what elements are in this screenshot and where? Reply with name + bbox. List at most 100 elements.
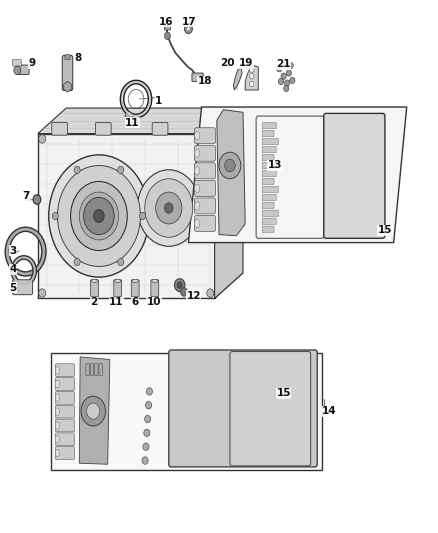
- Circle shape: [164, 32, 170, 39]
- Polygon shape: [38, 134, 215, 298]
- FancyBboxPatch shape: [151, 280, 159, 297]
- Polygon shape: [217, 110, 245, 236]
- Circle shape: [155, 192, 182, 224]
- FancyBboxPatch shape: [194, 215, 215, 231]
- Circle shape: [74, 259, 80, 266]
- Ellipse shape: [194, 201, 200, 210]
- Ellipse shape: [55, 394, 60, 401]
- FancyBboxPatch shape: [55, 405, 74, 418]
- FancyBboxPatch shape: [55, 364, 74, 376]
- Polygon shape: [233, 67, 242, 90]
- Text: 3: 3: [9, 246, 17, 255]
- Circle shape: [81, 396, 106, 426]
- FancyBboxPatch shape: [262, 170, 276, 176]
- FancyBboxPatch shape: [152, 123, 168, 135]
- Circle shape: [87, 403, 100, 419]
- Circle shape: [288, 62, 293, 69]
- Circle shape: [180, 288, 187, 296]
- Circle shape: [145, 401, 152, 409]
- Circle shape: [207, 135, 214, 143]
- Text: 16: 16: [159, 17, 173, 27]
- FancyBboxPatch shape: [262, 131, 274, 137]
- FancyBboxPatch shape: [55, 419, 74, 432]
- Circle shape: [142, 457, 148, 464]
- Text: 5: 5: [9, 283, 17, 293]
- Circle shape: [164, 203, 173, 213]
- FancyBboxPatch shape: [262, 202, 274, 208]
- FancyBboxPatch shape: [262, 218, 276, 224]
- FancyBboxPatch shape: [86, 364, 89, 375]
- Circle shape: [118, 259, 124, 266]
- Circle shape: [279, 78, 284, 85]
- Circle shape: [132, 118, 138, 126]
- FancyBboxPatch shape: [262, 178, 274, 184]
- Circle shape: [118, 166, 124, 174]
- Polygon shape: [64, 82, 71, 92]
- FancyBboxPatch shape: [324, 114, 385, 238]
- FancyBboxPatch shape: [262, 186, 279, 192]
- FancyBboxPatch shape: [262, 147, 276, 153]
- Text: 17: 17: [182, 17, 197, 27]
- Polygon shape: [38, 273, 243, 298]
- Ellipse shape: [55, 449, 60, 457]
- FancyBboxPatch shape: [194, 146, 215, 161]
- Text: 14: 14: [322, 406, 336, 416]
- FancyBboxPatch shape: [262, 123, 276, 129]
- Circle shape: [140, 212, 146, 220]
- Text: 20: 20: [220, 59, 235, 68]
- FancyBboxPatch shape: [194, 180, 215, 196]
- FancyBboxPatch shape: [169, 350, 317, 467]
- FancyBboxPatch shape: [230, 352, 311, 466]
- FancyBboxPatch shape: [95, 364, 98, 375]
- Ellipse shape: [194, 184, 200, 192]
- Polygon shape: [38, 108, 243, 134]
- Ellipse shape: [115, 279, 121, 282]
- Polygon shape: [188, 107, 407, 243]
- FancyBboxPatch shape: [52, 123, 67, 135]
- FancyBboxPatch shape: [194, 163, 215, 179]
- Circle shape: [39, 289, 46, 297]
- Text: 12: 12: [187, 290, 201, 301]
- Circle shape: [219, 152, 241, 179]
- Text: 1: 1: [155, 95, 162, 106]
- Ellipse shape: [194, 219, 200, 228]
- Polygon shape: [245, 66, 258, 90]
- Circle shape: [177, 282, 182, 288]
- Ellipse shape: [55, 380, 60, 387]
- Text: 13: 13: [268, 160, 282, 171]
- Circle shape: [14, 66, 21, 75]
- Circle shape: [146, 387, 152, 395]
- Circle shape: [52, 212, 58, 220]
- Text: 4: 4: [9, 264, 17, 274]
- FancyBboxPatch shape: [12, 60, 21, 66]
- Text: 8: 8: [75, 53, 82, 62]
- Circle shape: [94, 209, 104, 222]
- Ellipse shape: [194, 132, 200, 140]
- FancyBboxPatch shape: [55, 391, 74, 404]
- Ellipse shape: [55, 367, 60, 374]
- Circle shape: [49, 155, 149, 277]
- Circle shape: [57, 165, 141, 266]
- Circle shape: [277, 66, 282, 72]
- Circle shape: [250, 74, 254, 79]
- Circle shape: [225, 159, 235, 172]
- Circle shape: [286, 70, 291, 76]
- FancyBboxPatch shape: [194, 198, 215, 214]
- Circle shape: [71, 181, 127, 251]
- Circle shape: [290, 77, 295, 84]
- FancyBboxPatch shape: [55, 433, 74, 446]
- Text: 11: 11: [125, 118, 140, 128]
- Circle shape: [145, 415, 151, 423]
- Circle shape: [187, 27, 190, 31]
- Circle shape: [284, 85, 289, 92]
- Circle shape: [145, 179, 193, 237]
- FancyBboxPatch shape: [99, 364, 102, 375]
- FancyBboxPatch shape: [194, 128, 215, 144]
- Circle shape: [74, 166, 80, 174]
- Ellipse shape: [92, 279, 98, 282]
- Text: 21: 21: [276, 60, 291, 69]
- Circle shape: [143, 443, 149, 450]
- Text: 2: 2: [90, 297, 97, 307]
- FancyBboxPatch shape: [192, 73, 203, 82]
- Circle shape: [144, 429, 150, 437]
